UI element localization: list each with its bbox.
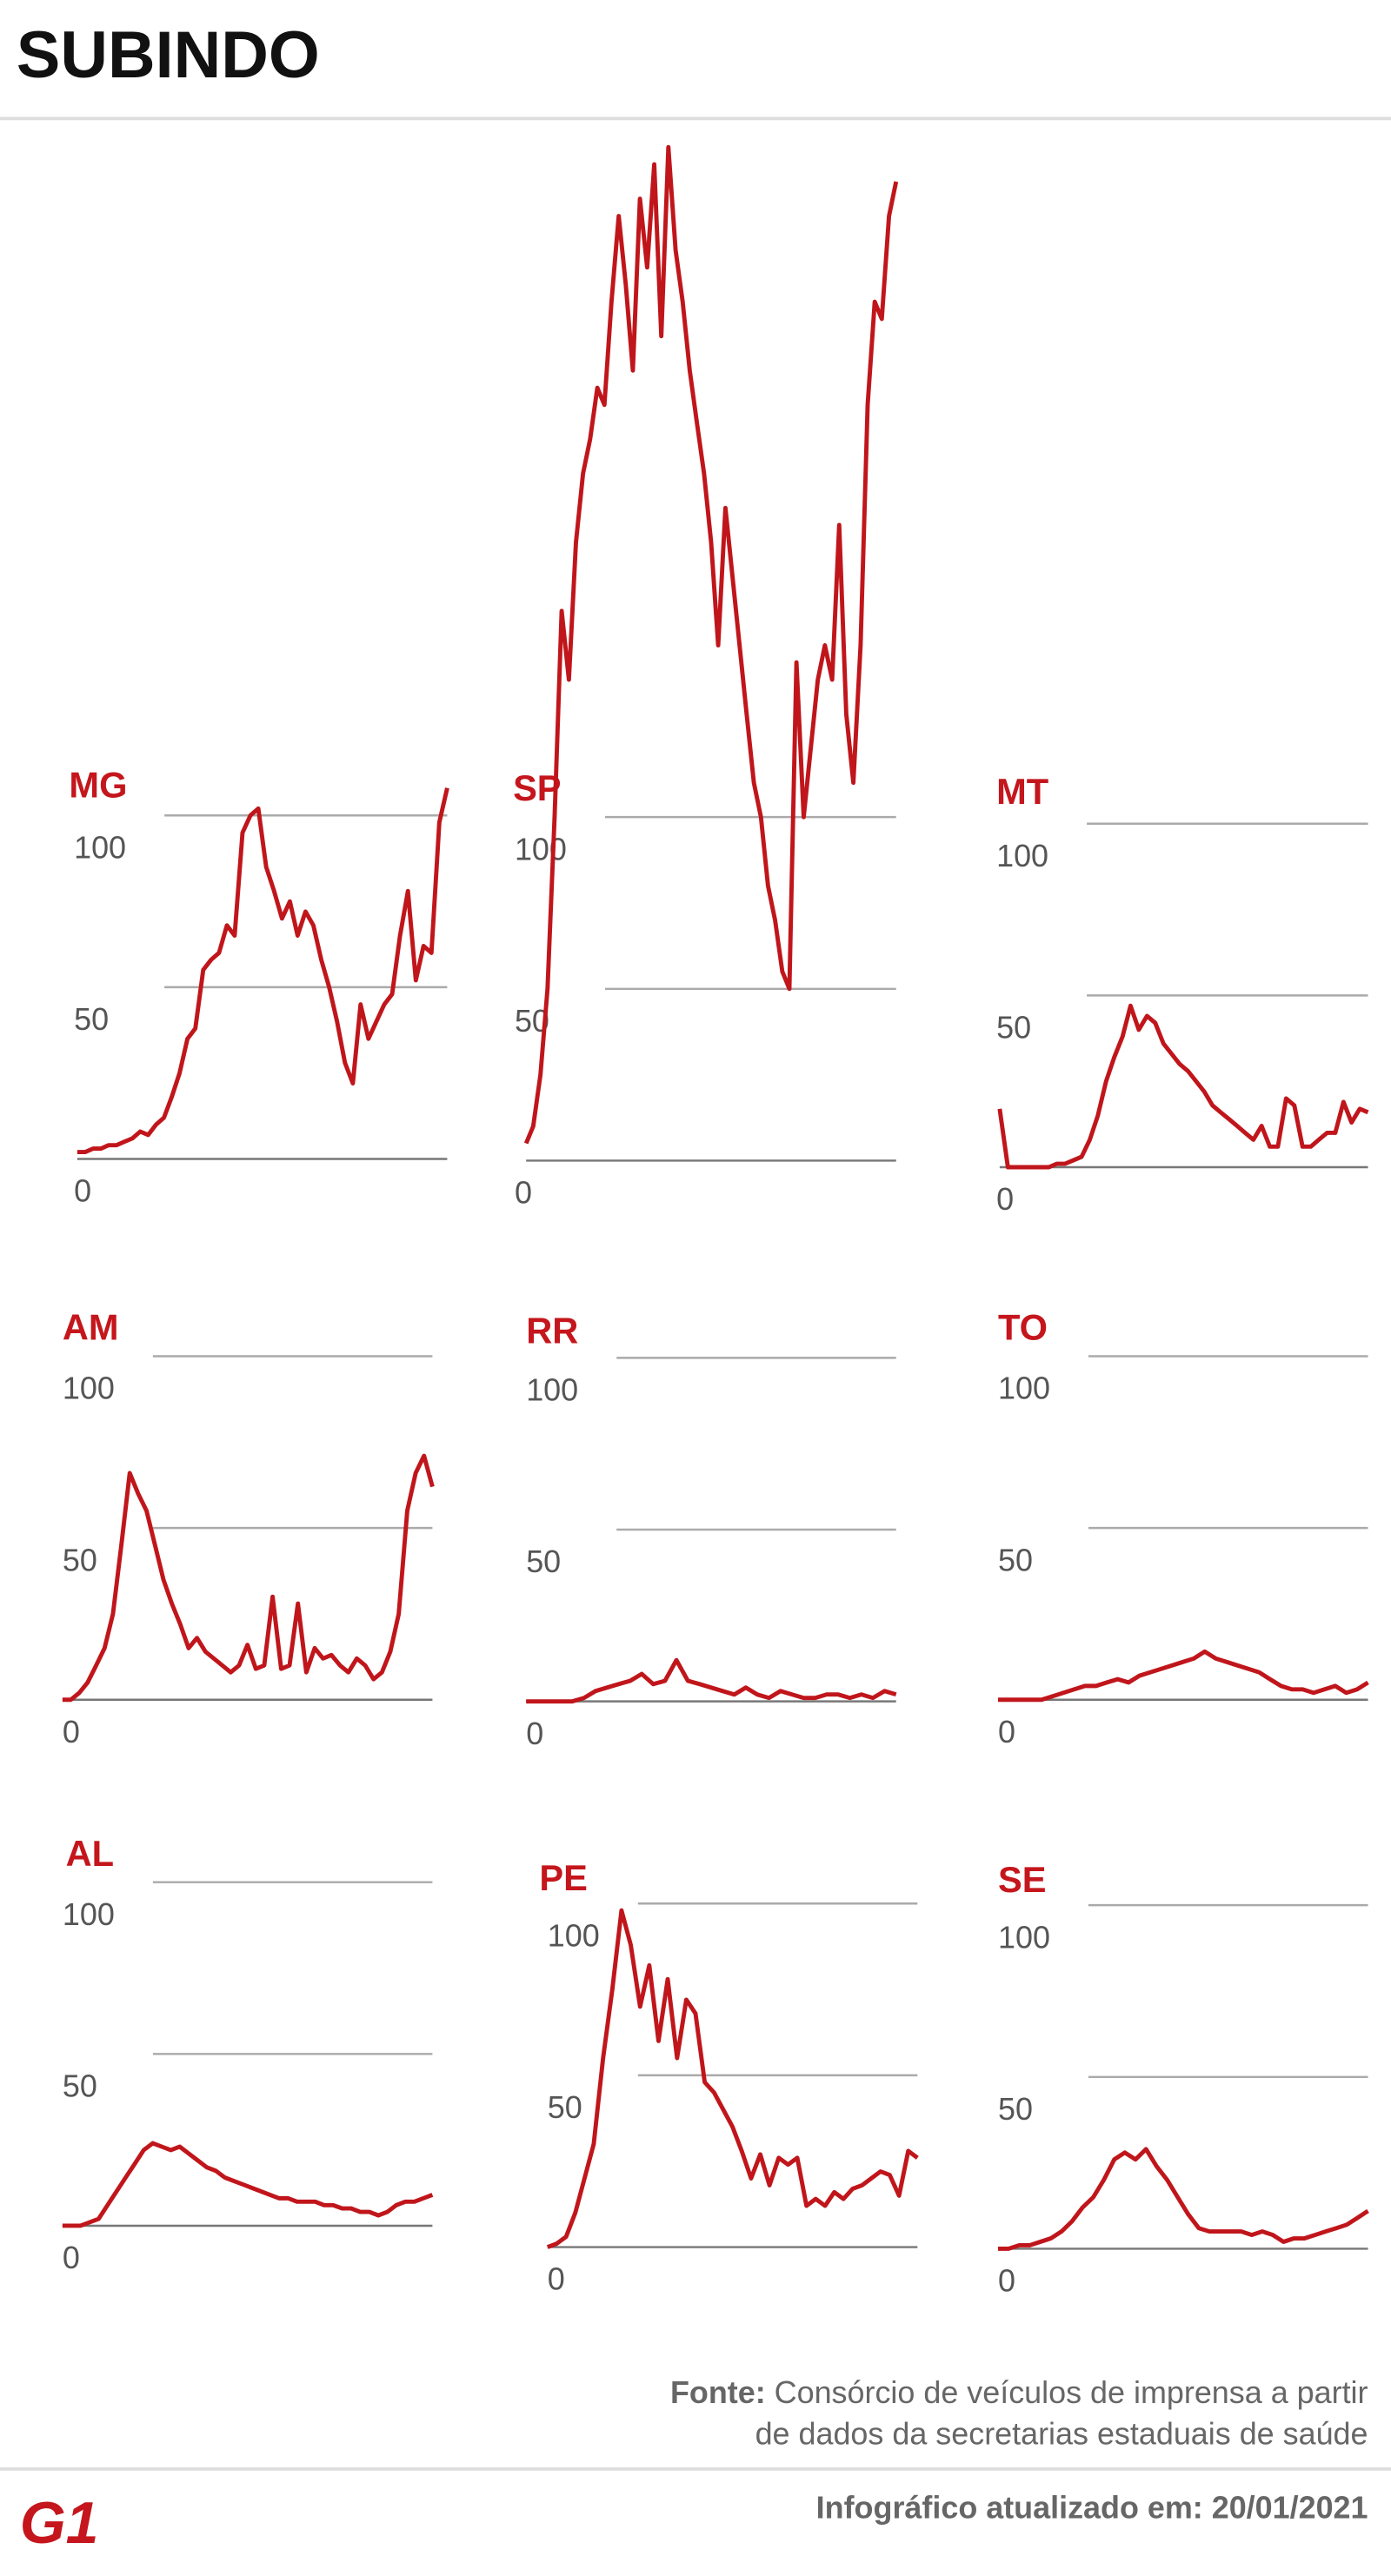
data-line: [546, 1908, 919, 2249]
y-tick-label: 50: [63, 1542, 97, 1577]
y-tick-label: 50: [998, 1542, 1033, 1577]
chart-title: PE: [539, 1857, 587, 1898]
y-tick-label: 0: [74, 1173, 91, 1209]
data-line: [523, 144, 899, 1145]
y-tick-label: 100: [998, 1371, 1050, 1406]
y-tick-label: 0: [998, 2263, 1015, 2299]
y-tick-label: 50: [548, 2089, 582, 2125]
y-tick-label: 0: [63, 1714, 80, 1749]
y-tick-label: 100: [548, 1917, 600, 1953]
y-tick-label: 50: [74, 1001, 109, 1037]
y-tick-label: 0: [996, 1181, 1014, 1217]
y-tick-label: 0: [998, 1714, 1015, 1749]
data-line: [997, 1649, 1369, 1703]
data-line: [62, 2141, 434, 2228]
data-line: [997, 1003, 1369, 1170]
data-line: [526, 1657, 897, 1704]
source: Fonte: Consórcio de veículos de imprensa…: [670, 2374, 1368, 2410]
chart-title: RR: [526, 1310, 578, 1351]
y-tick-label: 100: [63, 1371, 115, 1406]
chart-title: MG: [69, 764, 127, 805]
y-tick-label: 0: [63, 2240, 80, 2275]
y-tick-label: 100: [63, 1896, 115, 1932]
updated: Infográfico atualizado em: 20/01/2021: [816, 2490, 1368, 2526]
y-tick-label: 0: [515, 1175, 532, 1211]
page-title: SUBINDO: [17, 19, 320, 92]
y-tick-label: 100: [74, 829, 126, 865]
y-tick-label: 50: [998, 2091, 1033, 2127]
logo: G1: [20, 2490, 99, 2556]
y-tick-label: 100: [526, 1372, 578, 1408]
chart-title: MT: [996, 771, 1048, 812]
chart-title: AM: [63, 1307, 119, 1348]
chart-title: AL: [66, 1833, 114, 1874]
y-tick-label: 100: [996, 838, 1048, 873]
data-line: [77, 787, 449, 1155]
y-tick-label: 50: [63, 2068, 97, 2103]
y-tick-label: 100: [998, 1919, 1050, 1955]
y-tick-label: 50: [996, 1010, 1031, 1046]
y-tick-label: 0: [526, 1716, 543, 1751]
source-label: Fonte:: [670, 2374, 766, 2410]
source-line: Consórcio de veículos de imprensa a part…: [775, 2374, 1368, 2410]
data-line: [62, 1453, 435, 1703]
chart-title: TO: [998, 1307, 1048, 1348]
source-line: de dados da secretarias estaduais de saú…: [755, 2415, 1368, 2451]
y-tick-label: 100: [515, 831, 567, 866]
y-tick-label: 50: [526, 1544, 561, 1579]
chart-title: SE: [998, 1859, 1047, 1900]
y-tick-label: 0: [548, 2261, 565, 2297]
data-line: [997, 2147, 1369, 2251]
